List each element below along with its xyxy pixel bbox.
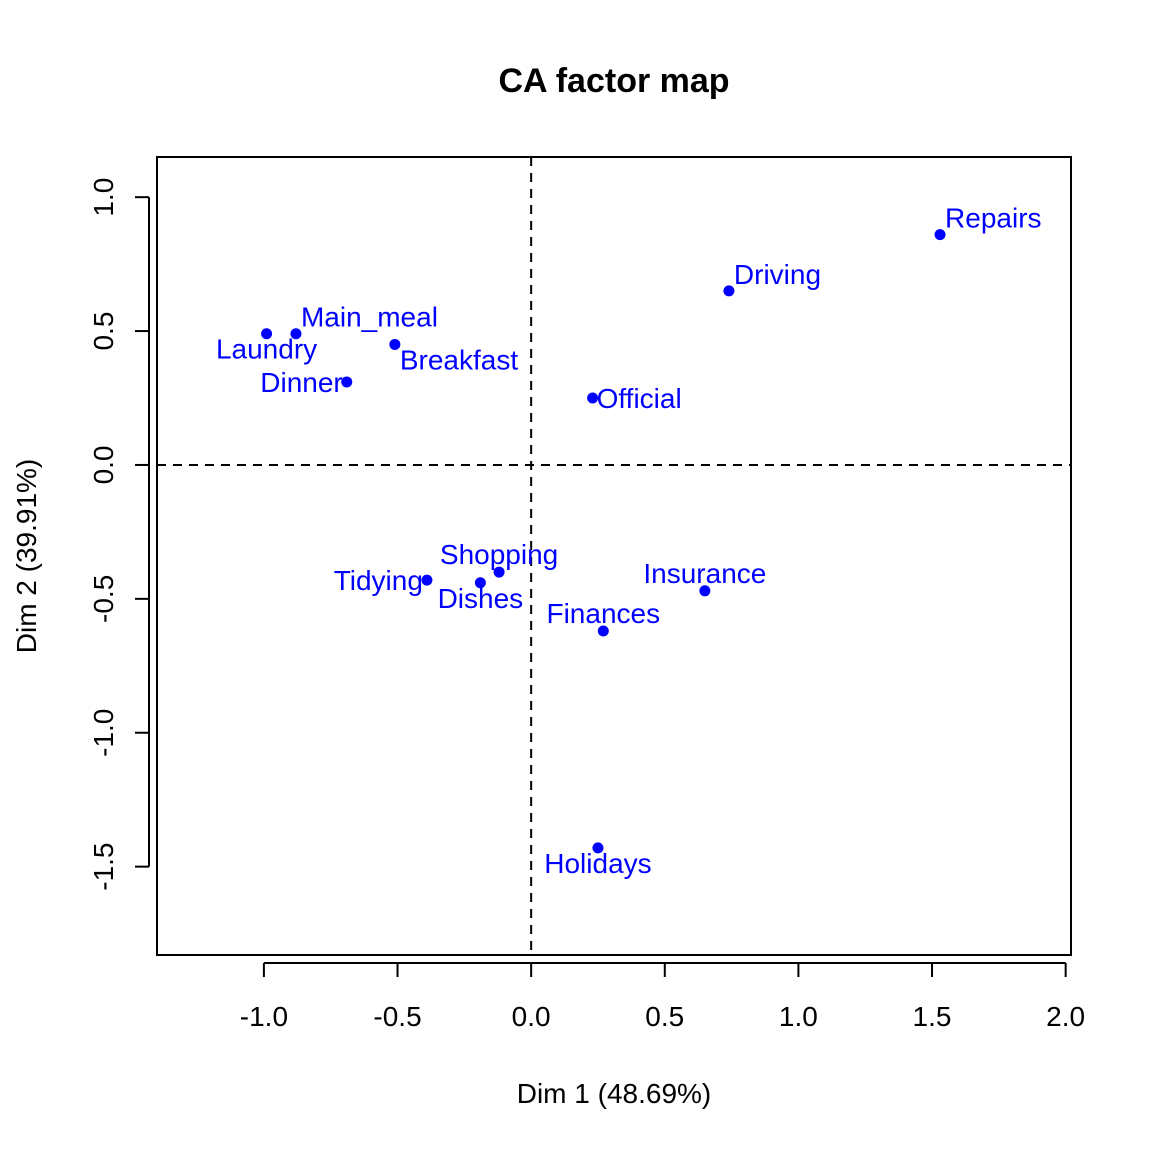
x-tick-label: 1.5 bbox=[913, 1001, 952, 1032]
y-tick-label: 0.0 bbox=[88, 445, 119, 484]
chart-title: CA factor map bbox=[498, 62, 729, 100]
point-driving bbox=[723, 285, 735, 297]
point-dinner bbox=[341, 376, 353, 388]
point-label-insurance: Insurance bbox=[643, 558, 766, 589]
point-label-main-meal: Main_meal bbox=[301, 302, 438, 333]
y-tick-label: 0.5 bbox=[88, 312, 119, 351]
point-label-shopping: Shopping bbox=[440, 539, 558, 570]
x-tick-label: 1.0 bbox=[779, 1001, 818, 1032]
point-dishes bbox=[474, 577, 486, 589]
y-tick-label: 1.0 bbox=[88, 178, 119, 217]
y-tick-label: -1.0 bbox=[88, 709, 119, 757]
point-holidays bbox=[592, 842, 604, 854]
point-label-repairs: Repairs bbox=[945, 203, 1041, 234]
point-label-laundry: Laundry bbox=[216, 334, 317, 365]
y-axis-label: Dim 2 (39.91%) bbox=[11, 459, 42, 654]
point-shopping bbox=[493, 566, 505, 578]
point-breakfast bbox=[389, 338, 401, 350]
x-axis-label: Dim 1 (48.69%) bbox=[517, 1078, 712, 1109]
point-laundry bbox=[261, 328, 273, 340]
plot-frame bbox=[156, 156, 1072, 956]
point-official bbox=[587, 392, 599, 404]
point-label-tidying: Tidying bbox=[334, 565, 423, 596]
point-label-dishes: Dishes bbox=[438, 583, 524, 614]
y-tick-label: -1.5 bbox=[88, 843, 119, 891]
point-tidying bbox=[421, 574, 433, 586]
point-label-holidays: Holidays bbox=[544, 848, 651, 879]
point-label-finances: Finances bbox=[546, 598, 660, 629]
point-main-meal bbox=[290, 328, 302, 340]
point-insurance bbox=[699, 585, 711, 597]
plot-area: -1.0 -0.5 0.0 0.5 1.0 1.5 2.0 -1.5 -1.0 -0.5 0.0 0.… bbox=[88, 156, 1085, 1032]
x-tick-label: -1.0 bbox=[240, 1001, 288, 1032]
y-tick-label: -0.5 bbox=[88, 575, 119, 623]
point-finances bbox=[597, 625, 609, 637]
point-label-breakfast: Breakfast bbox=[400, 344, 518, 375]
x-tick-label: 0.0 bbox=[512, 1001, 551, 1032]
point-label-driving: Driving bbox=[734, 259, 821, 290]
x-tick-label: 2.0 bbox=[1046, 1001, 1085, 1032]
x-tick-label: -0.5 bbox=[373, 1001, 421, 1032]
x-tick-label: 0.5 bbox=[645, 1001, 684, 1032]
point-label-official: Official bbox=[597, 383, 682, 414]
point-label-dinner: Dinner bbox=[260, 367, 342, 398]
point-repairs bbox=[934, 229, 946, 241]
